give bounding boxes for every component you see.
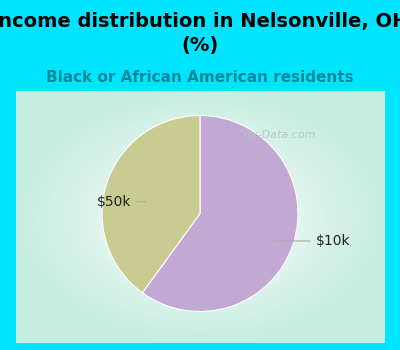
- Text: Black or African American residents: Black or African American residents: [46, 70, 354, 85]
- Wedge shape: [142, 116, 298, 312]
- Text: $50k: $50k: [97, 195, 146, 209]
- Text: $10k: $10k: [273, 234, 350, 248]
- Text: City-Data.com: City-Data.com: [230, 130, 316, 140]
- Wedge shape: [102, 116, 200, 293]
- Text: Income distribution in Nelsonville, OH
(%): Income distribution in Nelsonville, OH (…: [0, 12, 400, 55]
